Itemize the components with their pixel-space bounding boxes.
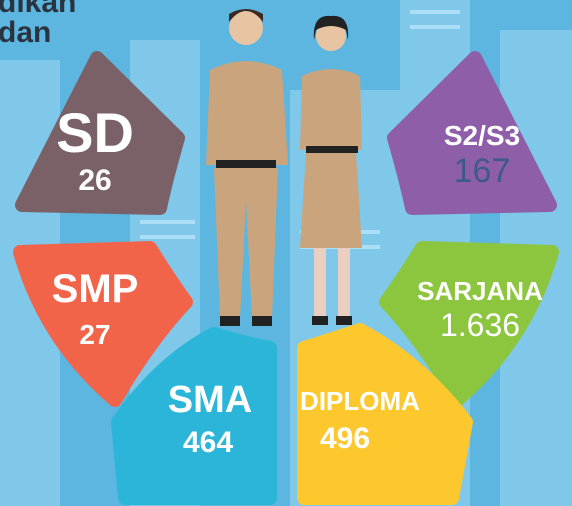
segments <box>13 51 559 505</box>
segment-value: 464 <box>183 426 233 459</box>
segment-diploma <box>297 323 473 505</box>
segment-sd <box>15 51 185 215</box>
segment-s2s3 <box>387 51 557 215</box>
segment-label: S2/S3 <box>444 120 520 151</box>
labels: SD 26 S2/S3 167 SMP 27 SARJANA 1.636 SMA… <box>52 101 543 459</box>
segment-label: DIPLOMA <box>300 386 420 416</box>
title-line: dikan <box>0 0 76 19</box>
title-line: dan <box>0 16 51 49</box>
segment-sma <box>111 327 277 505</box>
segment-label: SMA <box>168 379 252 421</box>
segment-label: SD <box>56 101 134 164</box>
people <box>206 9 362 326</box>
segment-value: 27 <box>79 319 110 350</box>
segment-value: 167 <box>454 152 511 190</box>
segment-label: SARJANA <box>417 276 543 306</box>
segment-label: SMP <box>52 267 139 311</box>
segment-value: 1.636 <box>440 307 520 343</box>
segment-sarjana <box>379 241 559 407</box>
segment-value: 26 <box>78 164 111 197</box>
segment-smp <box>13 241 193 407</box>
segment-value: 496 <box>320 422 370 455</box>
